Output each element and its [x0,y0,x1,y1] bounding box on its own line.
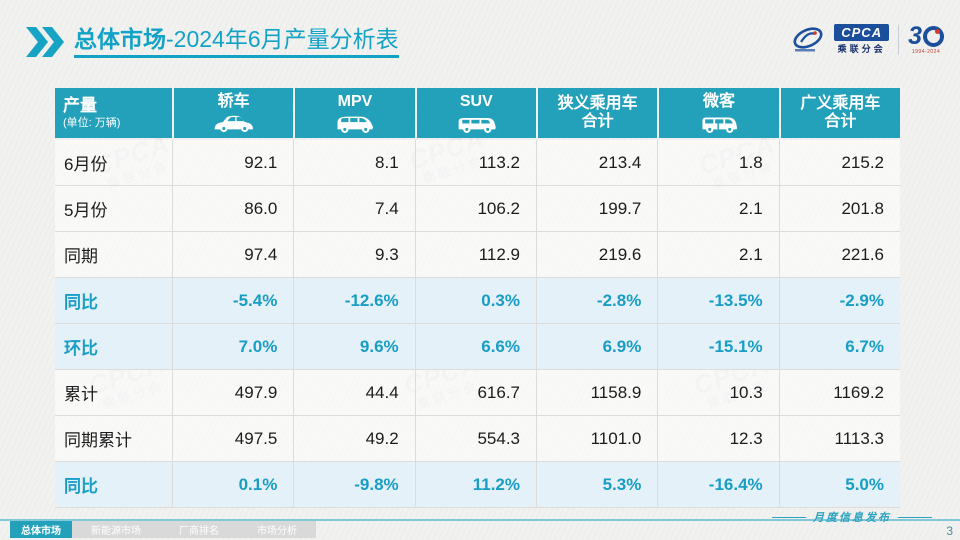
logo-divider [898,24,900,55]
footer-nav-tabs: 总体市场 新能源市场 厂商排名 市场分析 [10,521,316,538]
tab-market-analysis[interactable]: 市场分析 [257,526,297,537]
page-title: 总体市场-2024年6月产量分析表 [74,26,399,59]
table-row-cumulative-same-period: 同期累计 497.5 49.2 554.3 1101.0 12.3 1113.3 [55,416,900,462]
table-row-same-period: 同期 97.4 9.3 112.9 219.6 2.1 221.6 [55,232,900,278]
footer-divider-line [0,519,960,521]
production-table: 产量 (单位: 万辆) 轿车 MPV [55,88,900,508]
table-row-may: 5月份 86.0 7.4 106.2 199.7 2.1 201.8 [55,186,900,232]
header-cell-mpv: MPV [295,88,415,138]
table-header: 产量 (单位: 万辆) 轿车 MPV [55,88,900,138]
publication-dash-left [772,516,806,518]
header-cell-narrow-pv-total: 狭义乘用车 合计 [538,88,658,138]
publication-label: 月度信息发布 [772,509,932,525]
sedan-icon [214,115,253,132]
anniversary-years: 1994-2024 [911,49,941,55]
header-cell-production: 产量 (单位: 万辆) [55,88,172,138]
double-chevron-icon [26,27,64,58]
cpca-logo-text: CPCA [834,24,890,41]
table-row-cumulative: 累计 497.9 44.4 616.7 1158.9 10.3 1169.2 [55,370,900,416]
page-title-highlight: 总体市场 [74,26,166,52]
header-cell-broad-pv-total: 广义乘用车 合计 [780,88,900,138]
cpca-swoosh-icon [793,26,823,51]
anniversary-number: 3 [908,22,922,50]
table-row-mom: 环比 7.0% 9.6% 6.6% 6.9% -15.1% 6.7% [55,324,900,370]
anniversary-logo: 3 1994-2024 [908,24,944,55]
footer-tab-group: 新能源市场 厂商排名 市场分析 [72,521,316,538]
microvan-icon [702,117,738,133]
table-row-cumulative-yoy: 同比 0.1% -9.8% 11.2% 5.3% -16.4% 5.0% [55,462,900,508]
header-cell-suv: SUV [416,88,536,138]
title-row: 总体市场-2024年6月产量分析表 [26,26,399,59]
page-title-rest: -2024年6月产量分析表 [166,26,399,52]
suv-icon [458,117,496,133]
tab-manufacturer-ranking[interactable]: 厂商排名 [179,526,219,537]
publication-dash-right [898,516,932,518]
header-cell-sedan: 轿车 [174,88,294,138]
anniversary-ring-icon [923,26,944,47]
tab-overall-market[interactable]: 总体市场 [10,521,72,538]
cpca-logo: CPCA 乘联分会 [834,24,890,55]
table-row-june: 6月份 92.1 8.1 113.2 213.4 1.8 215.2 [55,140,900,186]
table-row-yoy: 同比 -5.4% -12.6% 0.3% -2.8% -13.5% -2.9% [55,278,900,324]
brand-logos: CPCA 乘联分会 3 1994-2024 [791,24,944,55]
header-cell-microvan: 微客 [659,88,779,138]
cpca-logo-subtext: 乘联分会 [837,44,886,54]
tab-nev-market[interactable]: 新能源市场 [91,526,141,537]
table-body: 6月份 92.1 8.1 113.2 213.4 1.8 215.2 5月份 8… [55,140,900,508]
mpv-icon [337,116,374,133]
page-number: 3 [946,524,953,538]
